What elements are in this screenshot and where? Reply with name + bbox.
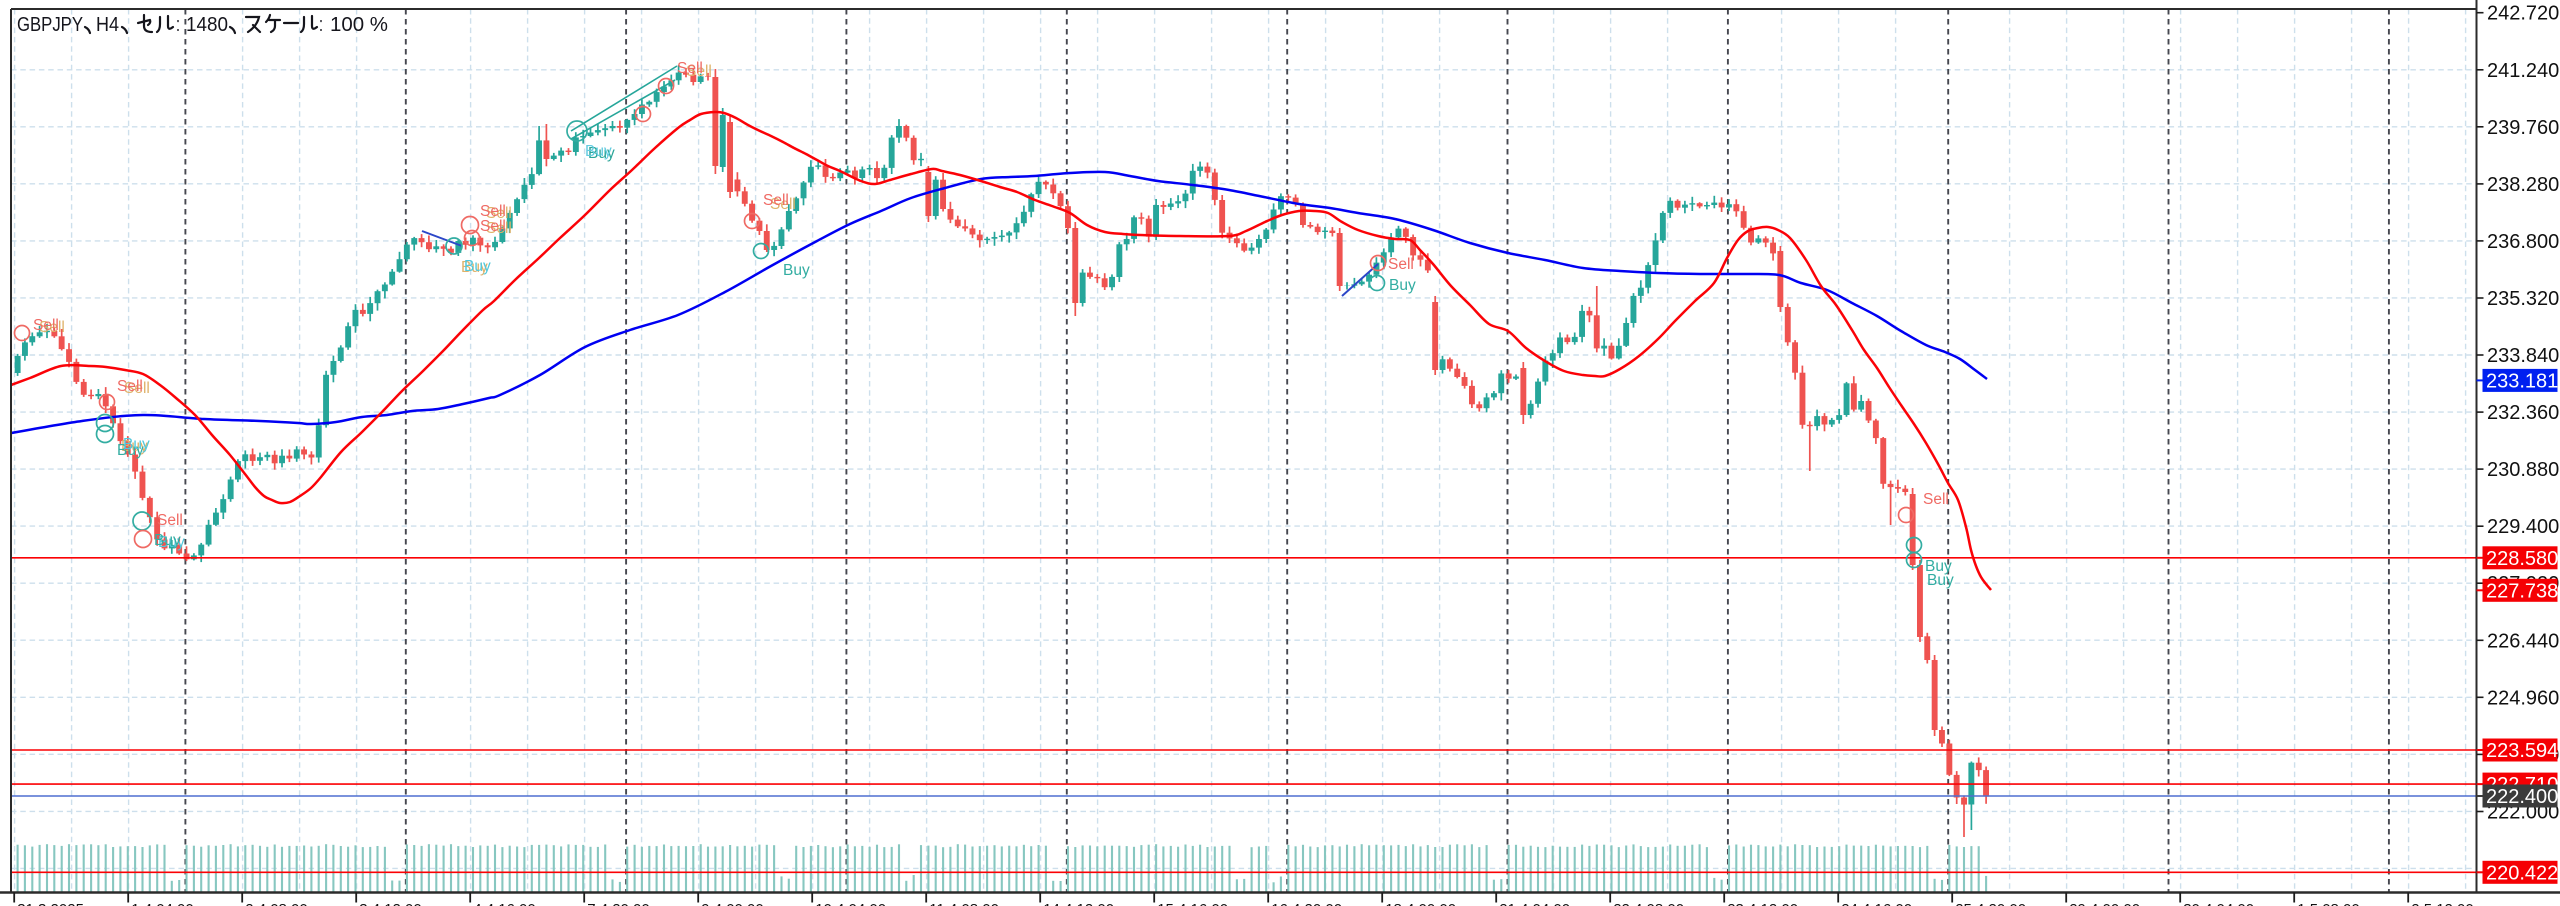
svg-text:Buy: Buy — [121, 438, 148, 455]
svg-text:31 3 2025: 31 3 2025 — [17, 901, 84, 906]
svg-text:2 5 12:00: 2 5 12:00 — [2411, 901, 2474, 906]
svg-text:18 4 00:00: 18 4 00:00 — [1385, 901, 1456, 906]
svg-text:H4: H4 — [96, 13, 119, 36]
svg-text:Buy: Buy — [158, 534, 185, 551]
svg-text:241.240: 241.240 — [2487, 60, 2559, 82]
svg-text:228.580: 228.580 — [2486, 548, 2558, 570]
svg-text:242.720: 242.720 — [2487, 3, 2559, 25]
svg-text:Buy: Buy — [123, 436, 150, 453]
svg-text:233.181: 233.181 — [2486, 370, 2558, 392]
svg-text:Sell: Sell — [39, 319, 65, 336]
svg-text:25 4 20:00: 25 4 20:00 — [1955, 901, 2026, 906]
svg-text:29 4 00:00: 29 4 00:00 — [2069, 901, 2140, 906]
svg-text:Buy: Buy — [783, 262, 810, 279]
svg-text:1 5 08:00: 1 5 08:00 — [2297, 901, 2360, 906]
svg-text:Buy: Buy — [154, 532, 181, 549]
svg-text:22 4 08:00: 22 4 08:00 — [1613, 901, 1684, 906]
svg-text:Buy: Buy — [464, 258, 491, 275]
svg-text:Buy: Buy — [1389, 277, 1416, 294]
svg-text:223.594: 223.594 — [2486, 740, 2558, 762]
svg-text:7 4 20:00: 7 4 20:00 — [587, 901, 650, 906]
svg-text::: : — [176, 13, 180, 36]
svg-text:9 4 00:00: 9 4 00:00 — [701, 901, 764, 906]
svg-text:235.320: 235.320 — [2487, 288, 2559, 310]
svg-text:Sell: Sell — [677, 60, 703, 77]
svg-text:230.880: 230.880 — [2487, 459, 2559, 481]
svg-text:1480: 1480 — [186, 13, 228, 36]
svg-text:15 4 16:00: 15 4 16:00 — [1157, 901, 1228, 906]
svg-text:Sell: Sell — [486, 220, 512, 237]
svg-text:2 4 08:00: 2 4 08:00 — [245, 901, 308, 906]
svg-text:Sell: Sell — [686, 63, 712, 80]
svg-text:Sell: Sell — [117, 378, 143, 395]
svg-text:Sell: Sell — [480, 203, 506, 220]
svg-text:10 4 04:00: 10 4 04:00 — [815, 901, 886, 906]
svg-text:GBPJPY: GBPJPY — [17, 13, 83, 36]
svg-text:236.800: 236.800 — [2487, 231, 2559, 253]
svg-text:16 4 20:00: 16 4 20:00 — [1271, 901, 1342, 906]
svg-text:Sell: Sell — [157, 512, 183, 529]
svg-text:1 4 04:00: 1 4 04:00 — [131, 901, 194, 906]
svg-text:Sell: Sell — [1388, 256, 1414, 273]
svg-text:Buy: Buy — [117, 442, 144, 459]
svg-text:238.280: 238.280 — [2487, 174, 2559, 196]
svg-text:239.760: 239.760 — [2487, 117, 2559, 139]
svg-text:229.400: 229.400 — [2487, 516, 2559, 538]
svg-text:220.422: 220.422 — [2486, 862, 2558, 884]
svg-text:100 %: 100 % — [330, 13, 388, 36]
svg-text:Sell: Sell — [480, 218, 506, 235]
svg-text:222.400: 222.400 — [2486, 786, 2558, 808]
svg-text:14 4 12:00: 14 4 12:00 — [1043, 901, 1114, 906]
svg-text:3 4 12:00: 3 4 12:00 — [359, 901, 422, 906]
svg-text:Sell: Sell — [124, 380, 150, 397]
svg-text:Sell: Sell — [1923, 491, 1949, 508]
svg-text:224.960: 224.960 — [2487, 687, 2559, 709]
svg-text:4 4 16:00: 4 4 16:00 — [473, 901, 536, 906]
svg-text:Sell: Sell — [486, 205, 512, 222]
svg-text:233.840: 233.840 — [2487, 345, 2559, 367]
svg-text:232.360: 232.360 — [2487, 402, 2559, 424]
svg-text:226.440: 226.440 — [2487, 630, 2559, 652]
svg-text:11 4 08:00: 11 4 08:00 — [929, 901, 999, 906]
svg-text:21 4 04:00: 21 4 04:00 — [1499, 901, 1570, 906]
svg-text:Sell: Sell — [770, 196, 796, 213]
svg-text:227.738: 227.738 — [2486, 580, 2558, 602]
svg-text:Sell: Sell — [33, 317, 59, 334]
svg-text:30 4 04:00: 30 4 04:00 — [2183, 901, 2254, 906]
svg-text:Sell: Sell — [763, 192, 789, 209]
svg-text:Buy: Buy — [585, 143, 612, 160]
svg-text:Buy: Buy — [588, 145, 615, 162]
svg-text:23 4 12:00: 23 4 12:00 — [1727, 901, 1798, 906]
svg-text:24 4 16:00: 24 4 16:00 — [1841, 901, 1912, 906]
svg-text::: : — [319, 13, 323, 36]
svg-text:Buy: Buy — [1927, 572, 1954, 589]
svg-text:Buy: Buy — [1925, 558, 1952, 575]
svg-text:Buy: Buy — [461, 259, 488, 276]
